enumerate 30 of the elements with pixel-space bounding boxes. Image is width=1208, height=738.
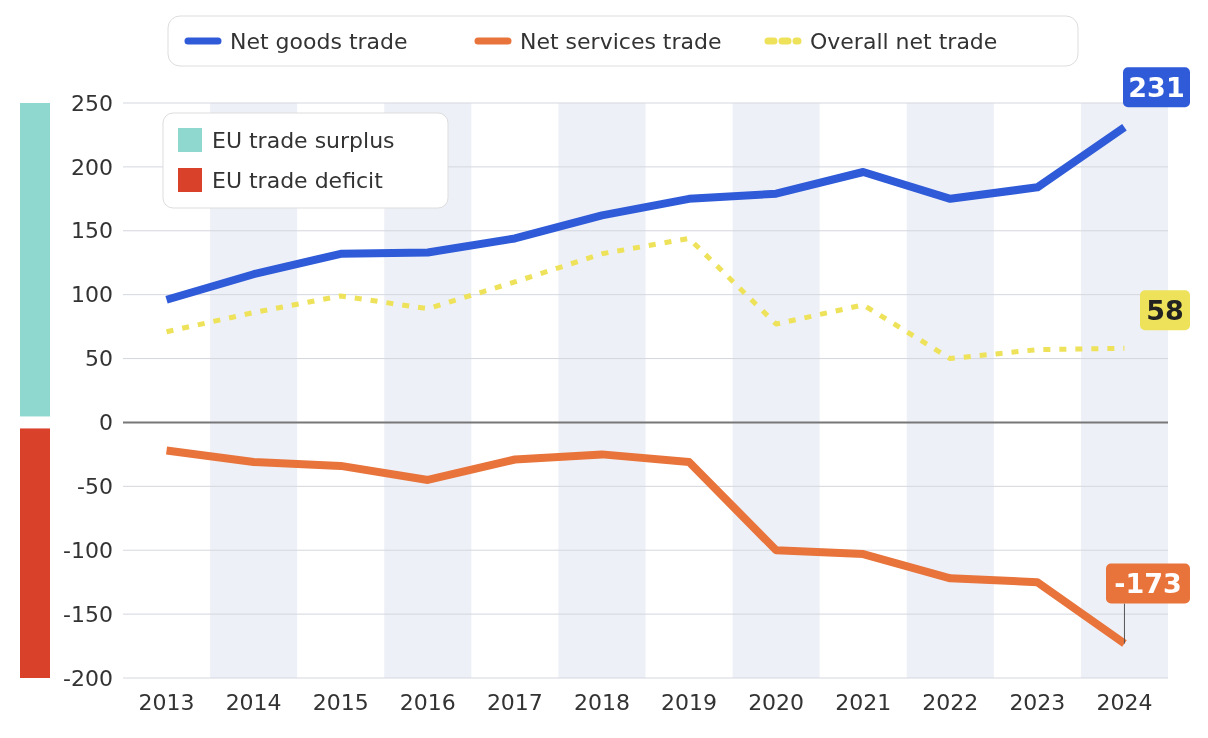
x-tick-label: 2015 <box>312 690 369 715</box>
x-tick-label: 2017 <box>486 690 543 715</box>
data-label: 231 <box>1128 71 1185 103</box>
annotation: EU trade deficit <box>212 167 384 193</box>
x-tick-label: 2020 <box>748 690 805 715</box>
y-tick-label: 50 <box>85 346 113 372</box>
legend-label: Overall net trade <box>810 28 998 54</box>
y-tick-label: 0 <box>99 410 113 436</box>
y-tick-label: 150 <box>71 218 113 244</box>
y-tick-label: -100 <box>63 537 113 563</box>
x-tick-label: 2023 <box>1009 690 1066 715</box>
legend-label: Net services trade <box>520 28 722 54</box>
x-tick-label: 2021 <box>835 690 892 715</box>
x-tick-label: 2022 <box>922 690 979 715</box>
x-tick-label: 2014 <box>225 690 282 715</box>
x-tick-label: 2016 <box>399 690 456 715</box>
annotation: EU trade surplus <box>212 127 395 153</box>
x-tick-label: 2024 <box>1096 690 1153 715</box>
data-label: 58 <box>1146 294 1184 326</box>
legend-label: Net goods trade <box>230 28 408 54</box>
data-label: -173 <box>1114 567 1182 599</box>
y-tick-label: -150 <box>63 601 113 627</box>
y-tick-label: 200 <box>71 154 113 180</box>
x-tick-label: 2018 <box>573 690 630 715</box>
x-tick-label: 2019 <box>661 690 718 715</box>
y-tick-label: 100 <box>71 282 113 308</box>
y-tick-label: -200 <box>63 665 113 691</box>
y-tick-label: 250 <box>71 90 113 116</box>
y-tick-label: -50 <box>77 474 113 500</box>
x-tick-label: 2013 <box>138 690 195 715</box>
